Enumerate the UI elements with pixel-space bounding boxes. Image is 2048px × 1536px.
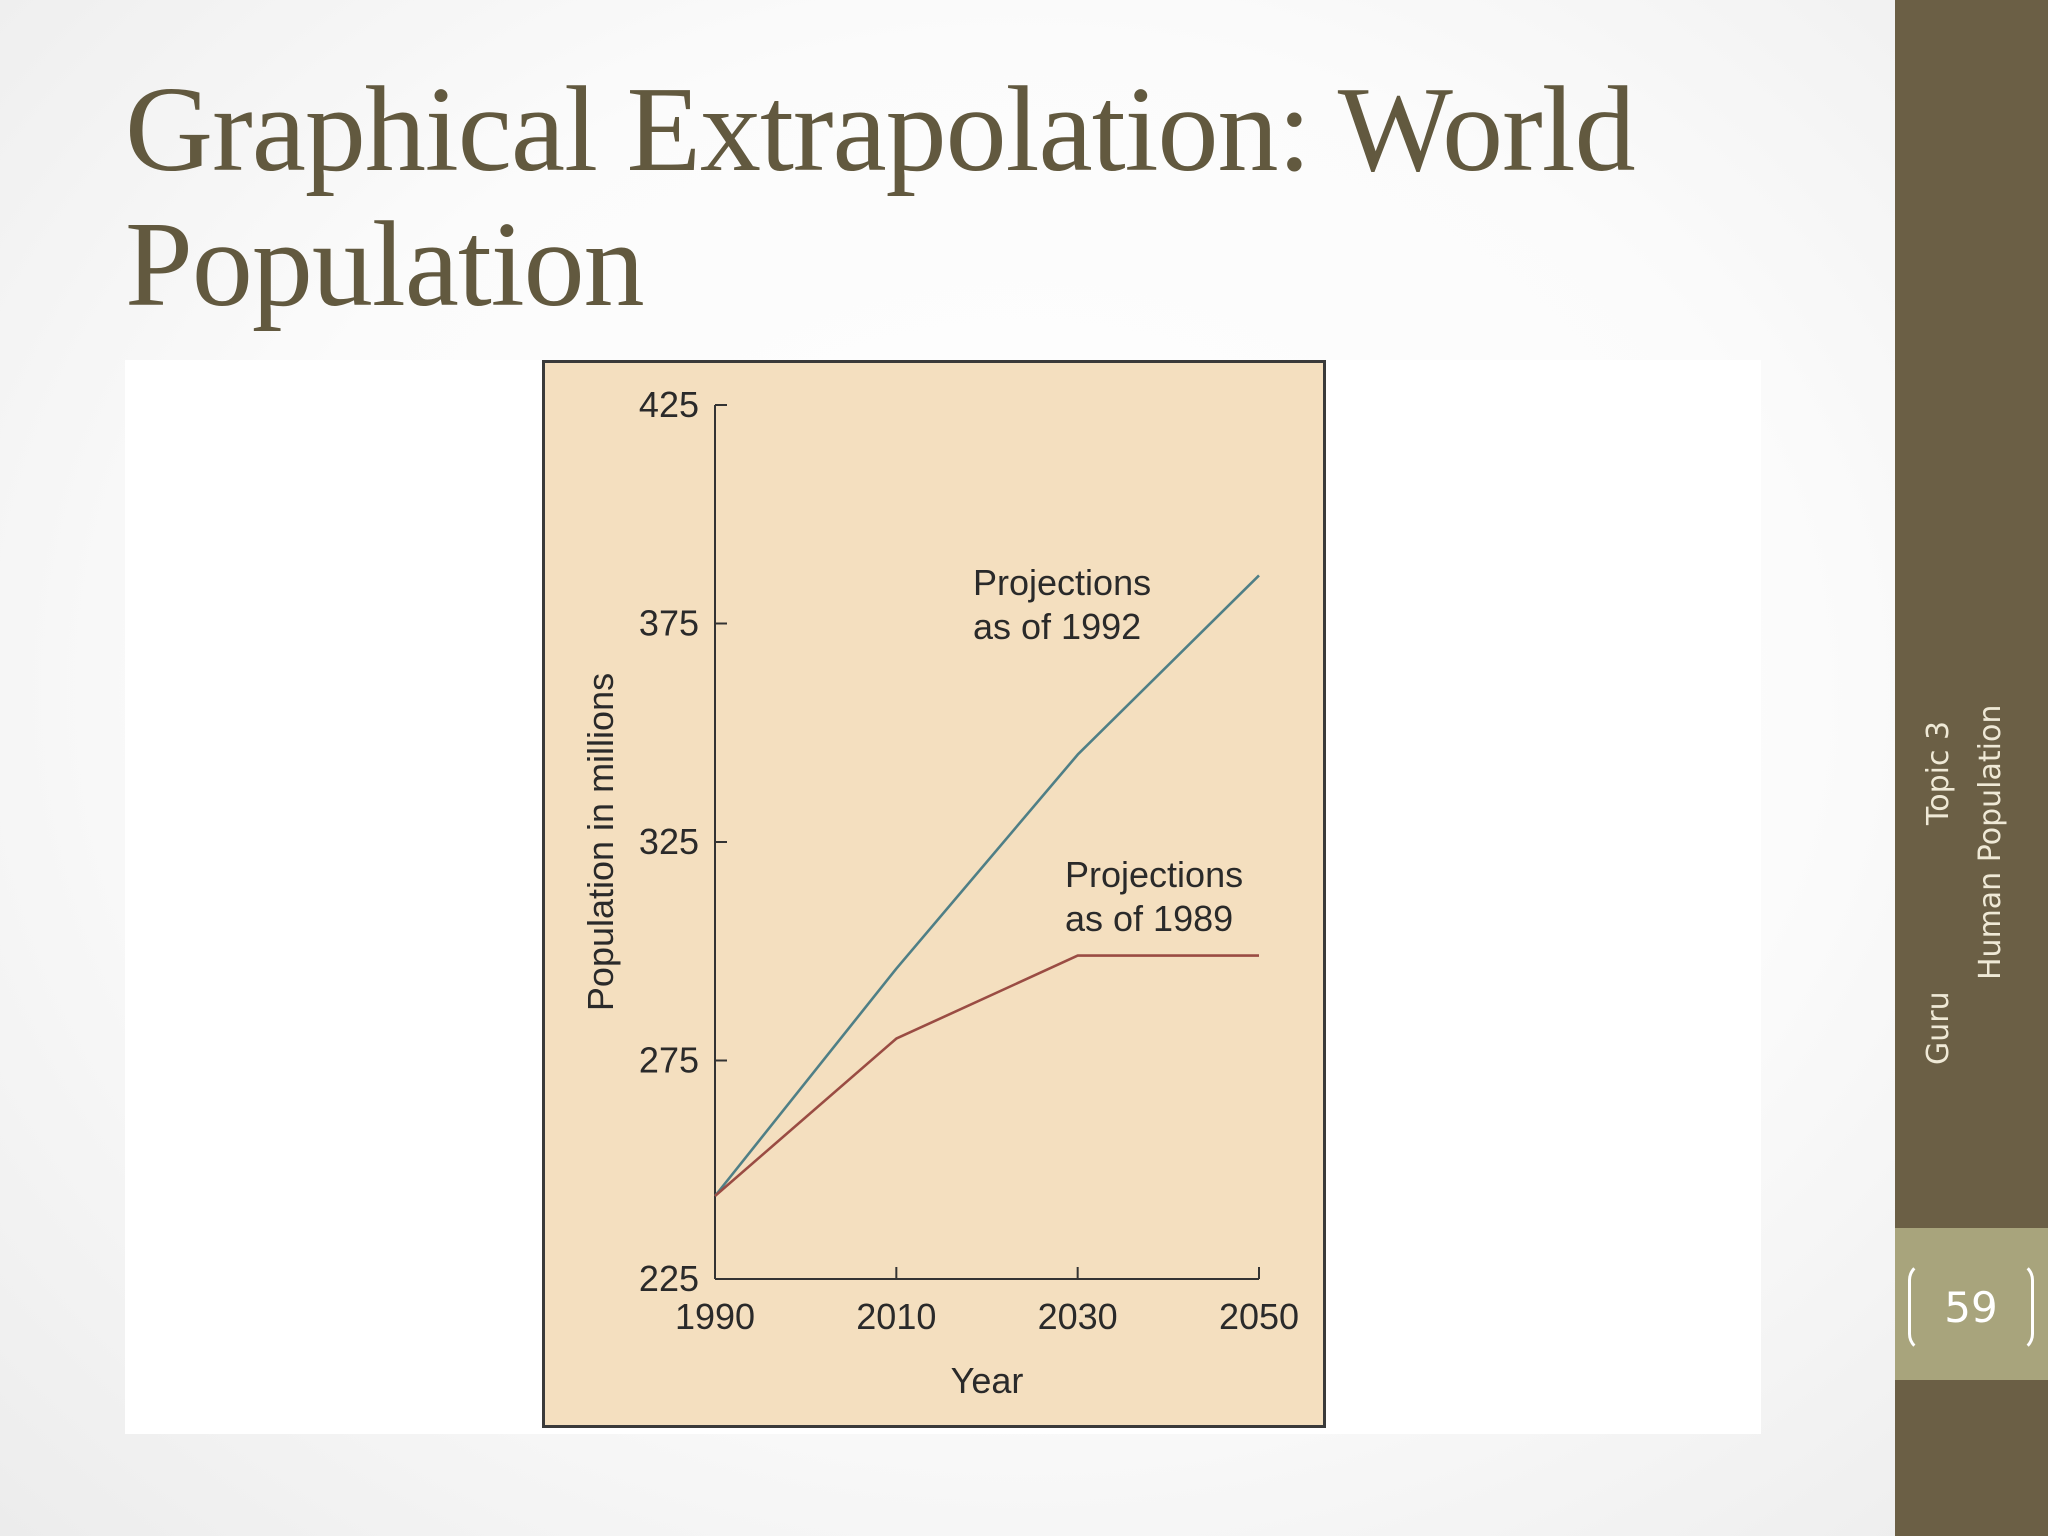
y-tick-label: 425: [639, 384, 699, 425]
sidebar-topic: Topic 3: [1921, 720, 1956, 825]
chart-axes: [714, 405, 1259, 1280]
page-number-box: [1895, 1228, 2048, 1380]
sidebar-subtitle: Human Population: [1973, 704, 2008, 980]
chart-series: [713, 574, 1260, 1197]
series-annotations: Projections as of 1992 Projections as of 19…: [973, 562, 1243, 939]
x-tick-label: 2050: [1219, 1296, 1299, 1337]
x-tick-label: 2010: [856, 1296, 936, 1337]
series-label-1989: Projections as of 1989: [1065, 854, 1243, 939]
y-axis-title: Population in millions: [580, 673, 621, 1011]
y-tick-label: 275: [639, 1040, 699, 1081]
x-ticks: 1990 2010 2030 2050: [675, 1267, 1299, 1337]
y-tick-label: 225: [639, 1258, 699, 1299]
sidebar-text: Guru Topic 3 Human Population: [1921, 700, 2031, 1070]
population-chart: 225 275 325 375 425 1990 2010 2030 2050 Project…: [580, 384, 1299, 1401]
chart-frame: 225 275 325 375 425 1990 2010 2030 2050 Project…: [542, 360, 1326, 1428]
series-label-1992: Projections as of 1992: [973, 562, 1151, 647]
y-tick-label: 325: [639, 821, 699, 862]
y-tick-label: 375: [639, 603, 699, 644]
series-line-1992: [713, 574, 1260, 1197]
sidebar-footer: Guru: [1921, 991, 1956, 1065]
slide-title: Graphical Extrapolation: World Populatio…: [125, 62, 1636, 332]
series-line-1989: [714, 954, 1259, 1197]
page-number: 59: [1908, 1262, 2034, 1352]
x-axis-title: Year: [951, 1360, 1024, 1401]
y-ticks: 225 275 325 375 425: [639, 384, 727, 1299]
x-tick-label: 1990: [675, 1296, 755, 1337]
x-tick-label: 2030: [1038, 1296, 1118, 1337]
